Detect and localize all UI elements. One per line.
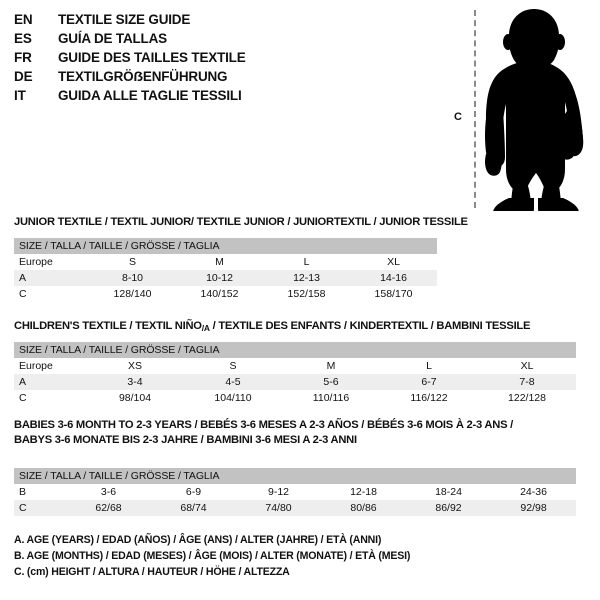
table-cell: 3-4 <box>86 374 184 390</box>
table-row: A 3-4 4-5 5-6 6-7 7-8 <box>14 374 577 390</box>
table-cell: 18-24 <box>406 484 491 500</box>
language-row-de: DE TEXTILGRÖẞENFÜHRUNG <box>14 69 314 88</box>
footnote-b: B. AGE (MONTHS) / EDAD (MESES) / ÂGE (MO… <box>14 550 411 562</box>
table-cell: M <box>176 254 263 270</box>
table-cell: 14-16 <box>350 270 438 286</box>
section-title-children-part2: / TEXTILE DES ENFANTS / KINDERTEXTIL / B… <box>209 320 531 332</box>
table-cell: 6-7 <box>380 374 478 390</box>
footnote-a: A. AGE (YEARS) / EDAD (AÑOS) / ÂGE (ANS)… <box>14 534 382 546</box>
row-label: C <box>14 390 86 406</box>
table-cell: L <box>380 358 478 374</box>
table-row-size-header: SIZE / TALLA / TAILLE / GRÖSSE / TAGLIA <box>14 238 438 254</box>
table-cell: 86/92 <box>406 500 491 516</box>
language-title-block: EN TEXTILE SIZE GUIDE ES GUÍA DE TALLAS … <box>14 12 314 107</box>
row-label: B <box>14 484 66 500</box>
junior-size-table: SIZE / TALLA / TAILLE / GRÖSSE / TAGLIA … <box>14 238 438 302</box>
table-row: C 128/140 140/152 152/158 158/170 <box>14 286 438 302</box>
table-cell: 140/152 <box>176 286 263 302</box>
section-title-children: CHILDREN'S TEXTILE / TEXTIL NIÑO/A / TEX… <box>14 320 530 333</box>
height-dashed-guide-line <box>474 10 476 208</box>
height-marker-label: C <box>454 111 462 123</box>
table-cell: 6-9 <box>151 484 236 500</box>
table-cell: 158/170 <box>350 286 438 302</box>
table-cell: 7-8 <box>478 374 577 390</box>
table-row-size-header: SIZE / TALLA / TAILLE / GRÖSSE / TAGLIA <box>14 468 577 484</box>
row-label: C <box>14 500 66 516</box>
table-cell: L <box>263 254 350 270</box>
table-cell: 24-36 <box>491 484 577 500</box>
table-row: Europe S M L XL <box>14 254 438 270</box>
table-cell: 68/74 <box>151 500 236 516</box>
table-row: A 8-10 10-12 12-13 14-16 <box>14 270 438 286</box>
table-row-size-header: SIZE / TALLA / TAILLE / GRÖSSE / TAGLIA <box>14 342 577 358</box>
table-cell: 122/128 <box>478 390 577 406</box>
language-code: FR <box>14 50 32 65</box>
table-cell: XL <box>350 254 438 270</box>
table-cell: 80/86 <box>321 500 406 516</box>
language-row-fr: FR GUIDE DES TAILLES TEXTILE <box>14 50 314 69</box>
language-row-en: EN TEXTILE SIZE GUIDE <box>14 12 314 31</box>
language-title: TEXTILE SIZE GUIDE <box>58 12 191 27</box>
child-silhouette-icon <box>485 9 584 211</box>
table-row: Europe XS S M L XL <box>14 358 577 374</box>
legend-footnotes: A. AGE (YEARS) / EDAD (AÑOS) / ÂGE (ANS)… <box>14 532 410 580</box>
language-row-es: ES GUÍA DE TALLAS <box>14 31 314 50</box>
language-title: TEXTILGRÖẞENFÜHRUNG <box>58 69 228 84</box>
table-row: C 98/104 104/110 110/116 116/122 122/128 <box>14 390 577 406</box>
language-code: EN <box>14 12 33 27</box>
table-cell: S <box>184 358 282 374</box>
size-header-label: SIZE / TALLA / TAILLE / GRÖSSE / TAGLIA <box>14 238 438 254</box>
section-title-babies-line1: BABIES 3-6 MONTH TO 2-3 YEARS / BEBÉS 3-… <box>14 419 514 431</box>
footnote-c: C. (cm) HEIGHT / ALTURA / HAUTEUR / HÖHE… <box>14 566 290 578</box>
table-cell: 74/80 <box>236 500 321 516</box>
row-label: A <box>14 374 86 390</box>
section-title-junior: JUNIOR TEXTILE / TEXTIL JUNIOR/ TEXTILE … <box>14 216 468 228</box>
table-cell: 104/110 <box>184 390 282 406</box>
language-title: GUIDA ALLE TAGLIE TESSILI <box>58 88 242 103</box>
babies-size-table: SIZE / TALLA / TAILLE / GRÖSSE / TAGLIA … <box>14 468 577 516</box>
language-code: DE <box>14 69 33 84</box>
table-cell: 5-6 <box>282 374 380 390</box>
children-size-table: SIZE / TALLA / TAILLE / GRÖSSE / TAGLIA … <box>14 342 577 406</box>
table-cell: XL <box>478 358 577 374</box>
row-label: A <box>14 270 89 286</box>
language-title: GUÍA DE TALLAS <box>58 31 167 46</box>
table-cell: 92/98 <box>491 500 577 516</box>
table-cell: 62/68 <box>66 500 151 516</box>
table-cell: S <box>89 254 176 270</box>
table-cell: 152/158 <box>263 286 350 302</box>
row-label: Europe <box>14 254 89 270</box>
table-cell: 12-13 <box>263 270 350 286</box>
language-code: ES <box>14 31 32 46</box>
table-cell: 9-12 <box>236 484 321 500</box>
language-row-it: IT GUIDA ALLE TAGLIE TESSILI <box>14 88 314 107</box>
size-header-label: SIZE / TALLA / TAILLE / GRÖSSE / TAGLIA <box>14 468 577 484</box>
table-row: C 62/68 68/74 74/80 80/86 86/92 92/98 <box>14 500 577 516</box>
language-title: GUIDE DES TAILLES TEXTILE <box>58 50 246 65</box>
section-title-children-subscript: /A <box>201 323 210 333</box>
section-title-children-part1: CHILDREN'S TEXTILE / TEXTIL NIÑO <box>14 320 202 332</box>
row-label: C <box>14 286 89 302</box>
table-cell: 110/116 <box>282 390 380 406</box>
language-code: IT <box>14 88 26 103</box>
table-cell: M <box>282 358 380 374</box>
section-title-babies: BABIES 3-6 MONTH TO 2-3 YEARS / BEBÉS 3-… <box>14 419 513 446</box>
table-cell: 3-6 <box>66 484 151 500</box>
table-cell: 116/122 <box>380 390 478 406</box>
table-cell: XS <box>86 358 184 374</box>
table-cell: 8-10 <box>89 270 176 286</box>
height-measurement-diagram: C <box>448 6 596 211</box>
table-cell: 12-18 <box>321 484 406 500</box>
table-cell: 98/104 <box>86 390 184 406</box>
section-title-babies-line2: BABYS 3-6 MONATE BIS 2-3 JAHRE / BAMBINI… <box>14 434 357 446</box>
table-cell: 4-5 <box>184 374 282 390</box>
table-cell: 128/140 <box>89 286 176 302</box>
size-header-label: SIZE / TALLA / TAILLE / GRÖSSE / TAGLIA <box>14 342 577 358</box>
table-row: B 3-6 6-9 9-12 12-18 18-24 24-36 <box>14 484 577 500</box>
row-label: Europe <box>14 358 86 374</box>
table-cell: 10-12 <box>176 270 263 286</box>
